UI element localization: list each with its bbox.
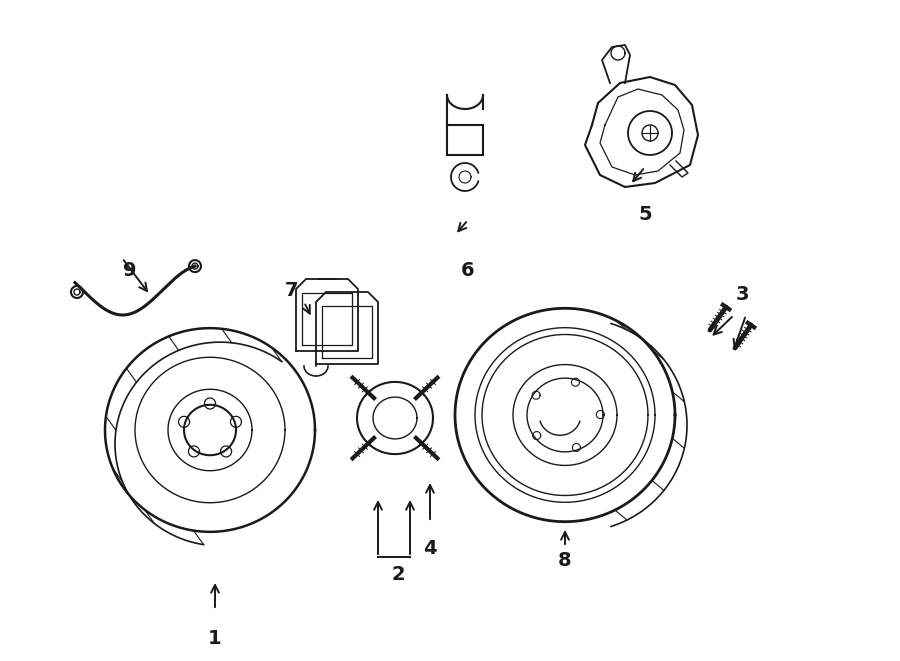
Text: 6: 6 [461,260,475,280]
Text: 3: 3 [735,286,749,305]
Text: 1: 1 [208,629,221,648]
Text: 7: 7 [285,280,299,299]
Text: 8: 8 [558,551,572,570]
Text: 9: 9 [123,260,137,280]
Text: 4: 4 [423,539,436,557]
Text: 2: 2 [392,566,405,584]
Text: 5: 5 [638,206,652,225]
